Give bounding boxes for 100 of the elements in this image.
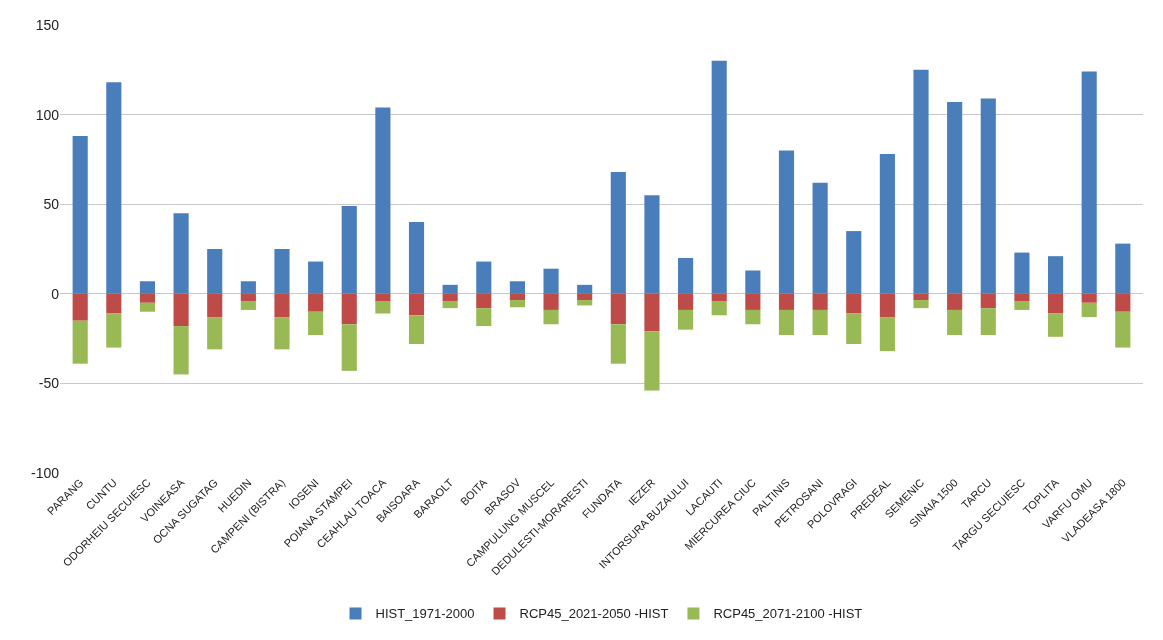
bar <box>72 293 88 321</box>
bar <box>476 293 492 309</box>
bar <box>106 293 122 314</box>
bar <box>711 300 727 316</box>
bar <box>375 293 391 301</box>
bar <box>879 154 895 294</box>
bar <box>408 222 425 294</box>
bar <box>240 281 256 294</box>
y-tick-label: 0 <box>51 285 60 302</box>
bar <box>308 261 324 294</box>
bar <box>1115 293 1131 312</box>
bar <box>678 293 694 310</box>
bar <box>106 82 122 294</box>
bar <box>644 331 660 391</box>
bar <box>509 281 525 294</box>
bar <box>1014 293 1030 301</box>
bar <box>442 293 458 301</box>
y-tick-label: -100 <box>30 464 60 481</box>
legend-label: RCP45_2021-2050 -HIST <box>519 606 669 622</box>
bar <box>947 102 963 294</box>
bar <box>509 300 525 308</box>
bar <box>375 300 391 314</box>
bar <box>106 313 122 348</box>
bar <box>678 257 694 294</box>
bar <box>1115 243 1131 294</box>
bar <box>509 293 525 301</box>
bar <box>240 293 256 301</box>
bar <box>1081 293 1097 303</box>
bar <box>879 293 895 318</box>
legend-label: HIST_1971-2000 <box>375 606 475 622</box>
bar <box>812 309 828 336</box>
bar <box>812 182 828 294</box>
bar <box>274 317 290 350</box>
y-tick-label: 50 <box>43 196 60 213</box>
bar <box>778 293 795 310</box>
bar <box>913 300 929 309</box>
bar <box>442 300 458 309</box>
y-tick-label: 100 <box>35 106 60 123</box>
bar <box>207 317 223 350</box>
bar <box>980 293 996 309</box>
bar <box>577 284 593 294</box>
bar <box>846 293 862 314</box>
bar <box>274 293 290 318</box>
bar <box>745 309 761 325</box>
bar <box>375 107 391 294</box>
bar <box>812 293 828 310</box>
bar <box>577 293 593 301</box>
bar <box>610 171 626 294</box>
y-tick-label: -50 <box>38 375 60 392</box>
bar <box>543 268 559 294</box>
bar <box>476 308 492 327</box>
bar <box>678 309 694 330</box>
bar <box>274 249 290 294</box>
bar <box>308 293 324 312</box>
bar <box>745 293 761 310</box>
bar <box>980 308 996 336</box>
bar <box>139 302 156 312</box>
bar <box>778 309 795 336</box>
bar <box>207 293 223 318</box>
bar <box>1014 252 1030 294</box>
bar <box>543 309 559 325</box>
bar <box>1047 293 1064 314</box>
bar <box>173 293 189 327</box>
bar <box>1047 256 1064 294</box>
bar <box>207 249 223 294</box>
bar <box>947 293 963 310</box>
bar <box>341 205 357 294</box>
bar <box>308 311 324 336</box>
bar <box>72 136 88 294</box>
bar <box>408 315 425 344</box>
bar <box>711 293 727 301</box>
bar <box>139 293 156 303</box>
bar <box>1081 302 1097 318</box>
bar <box>947 309 963 336</box>
bar <box>913 69 929 294</box>
bar <box>846 231 862 294</box>
bar <box>341 324 357 371</box>
bar <box>879 317 895 352</box>
bar <box>139 281 156 294</box>
bar <box>341 293 357 325</box>
bar <box>442 284 458 294</box>
bar <box>644 293 660 332</box>
bar <box>745 270 761 294</box>
bar <box>577 300 593 306</box>
bar <box>778 150 795 294</box>
bar <box>1014 300 1030 310</box>
bar <box>980 98 996 294</box>
bar <box>1115 311 1131 348</box>
bar <box>1081 71 1097 294</box>
y-tick-label: 150 <box>35 16 60 33</box>
bar <box>610 293 626 325</box>
bar <box>408 293 425 316</box>
bar <box>476 261 492 294</box>
bar <box>240 300 256 310</box>
bar <box>72 320 88 364</box>
bar <box>913 293 929 301</box>
bar <box>1047 313 1064 337</box>
bar <box>644 195 660 294</box>
bar <box>543 293 559 310</box>
bar <box>610 324 626 364</box>
